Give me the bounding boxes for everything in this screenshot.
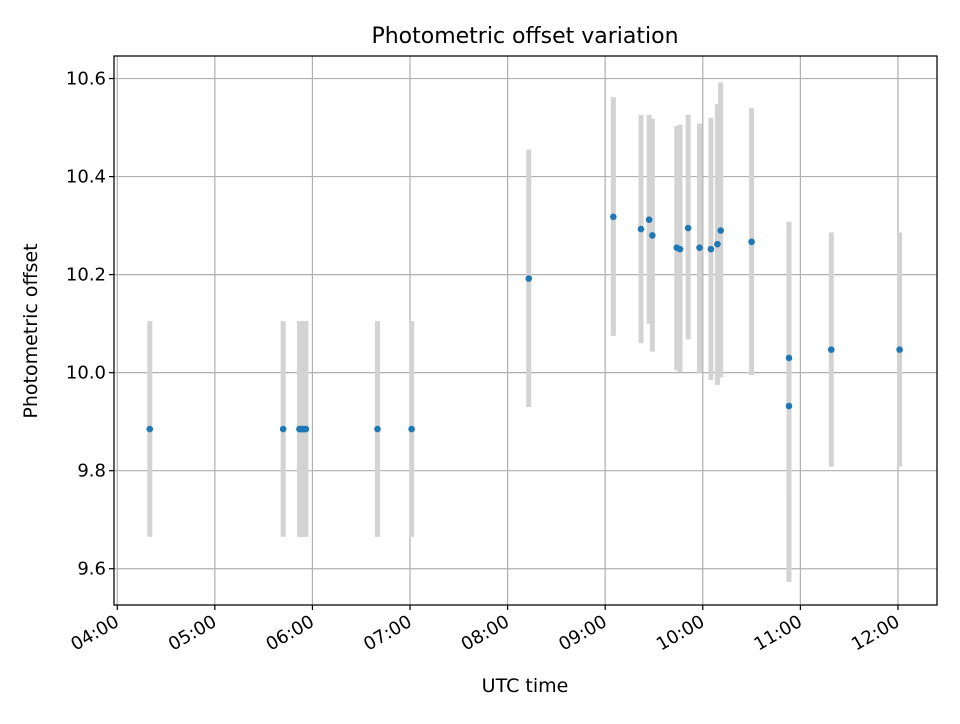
data-point [525, 275, 533, 282]
y-tick-label: 10.4 [66, 167, 106, 188]
data-point [408, 425, 415, 433]
data-point [649, 232, 656, 239]
data-point [748, 238, 755, 246]
data-point [696, 244, 703, 251]
data-point [827, 346, 835, 353]
data-point [637, 225, 645, 233]
data-point [896, 346, 903, 353]
data-point [785, 402, 793, 410]
data-point [645, 216, 653, 224]
data-point [707, 245, 715, 253]
data-point [302, 425, 310, 433]
data-point [279, 425, 287, 433]
y-tick-label: 9.6 [77, 559, 106, 580]
data-point [146, 425, 154, 433]
chart-title: Photometric offset variation [371, 24, 678, 49]
data-point [676, 245, 684, 253]
grid-layer [114, 56, 937, 605]
y-tick-label: 9.8 [77, 461, 106, 482]
y-tick-label: 10.6 [66, 69, 106, 90]
point-layer [146, 213, 903, 433]
data-point [785, 354, 793, 362]
plot-frame [113, 55, 938, 606]
y-tick-label: 10.2 [66, 265, 106, 286]
y-tick-label: 10.0 [66, 363, 106, 384]
data-point [374, 425, 381, 433]
data-point [610, 213, 617, 221]
data-point [684, 224, 692, 232]
data-point [714, 240, 721, 248]
x-axis-label: UTC time [482, 675, 569, 697]
data-point [717, 227, 724, 234]
y-axis-label: Photometric offset [20, 243, 42, 418]
